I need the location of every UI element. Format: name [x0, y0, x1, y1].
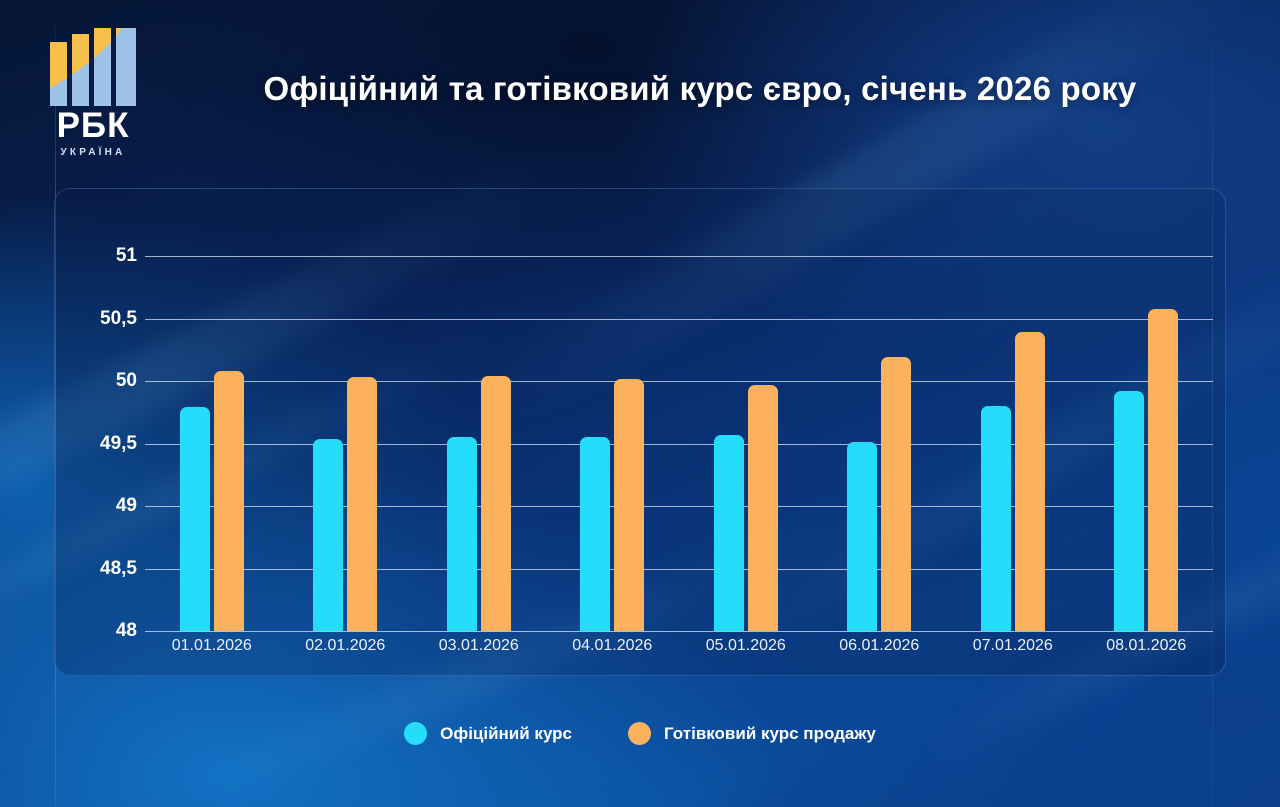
x-axis-tick-label: 07.01.2026 [972, 637, 1053, 654]
background-vertical-line [1212, 0, 1213, 807]
chart-bar [1148, 308, 1179, 631]
y-axis-tick-label: 50,5 [100, 307, 137, 329]
chart-bar [614, 378, 645, 631]
chart-gridline [145, 256, 1213, 257]
background-vertical-line [55, 0, 56, 807]
rbk-ukraine-logo: РБК УКРАЇНА [46, 28, 140, 158]
chart-legend: Офіційний курс Готівковий курс продажу [0, 722, 1280, 745]
chart-bar [847, 442, 878, 631]
chart-gridline [145, 443, 1213, 445]
y-axis-tick-label: 49,5 [100, 432, 137, 454]
chart-plot-area: 48 48,5 49 49,5 50 50,5 51 01.01.2026 02.01.2026… [55, 189, 1225, 675]
chart-bar [881, 357, 912, 631]
chart-bar [347, 377, 378, 631]
logo-subtitle: УКРАЇНА [60, 147, 126, 158]
chart-bar [580, 437, 611, 631]
x-axis-tick-label: 03.01.2026 [438, 637, 519, 654]
y-axis-tick-label: 50 [115, 370, 137, 391]
chart-bar [713, 434, 744, 631]
legend-label: Офіційний курс [440, 723, 573, 743]
y-axis-tick-label: 49 [115, 495, 137, 516]
x-axis-tick-label: 01.01.2026 [171, 637, 252, 654]
chart-bar [480, 376, 511, 631]
chart-bar [1014, 332, 1045, 631]
x-axis-tick-label: 05.01.2026 [705, 637, 786, 654]
chart-bar [747, 384, 778, 631]
x-axis-tick-label: 08.01.2026 [1106, 637, 1187, 654]
legend-color-swatch-icon [628, 722, 652, 745]
chart-gridline [145, 568, 1213, 570]
x-axis-tick-label: 04.01.2026 [572, 637, 653, 654]
chart-bar [1114, 391, 1145, 631]
chart-gridline [145, 506, 1213, 507]
x-axis-tick-label: 02.01.2026 [305, 637, 386, 654]
logo-wordmark: РБК [56, 106, 130, 145]
y-axis-tick-label: 51 [115, 245, 137, 266]
y-axis-tick-label: 48 [115, 620, 137, 641]
logo-bars-icon [50, 28, 136, 106]
chart-gridline [145, 318, 1213, 320]
legend-item[interactable]: Офіційний курс [404, 722, 572, 745]
x-axis-tick-label: 06.01.2026 [839, 637, 920, 654]
chart-bar [179, 407, 210, 631]
chart-gridline [145, 381, 1213, 382]
legend-color-swatch-icon [404, 722, 428, 745]
chart-bar [213, 371, 244, 631]
header: РБК УКРАЇНА Офіційний та готівковий курс… [0, 0, 1280, 180]
chart-gridline [145, 631, 1213, 632]
chart-bar [980, 406, 1011, 631]
legend-label: Готівковий курс продажу [664, 723, 876, 743]
chart-bar [313, 438, 344, 631]
page-title: Офіційний та готівковий курс євро, січен… [263, 70, 1137, 107]
chart-panel: 48 48,5 49 49,5 50 50,5 51 01.01.2026 02.01.2026… [54, 188, 1226, 676]
chart-bar [446, 437, 477, 631]
y-axis-tick-label: 48,5 [100, 557, 137, 579]
legend-item[interactable]: Готівковий курс продажу [628, 722, 876, 745]
